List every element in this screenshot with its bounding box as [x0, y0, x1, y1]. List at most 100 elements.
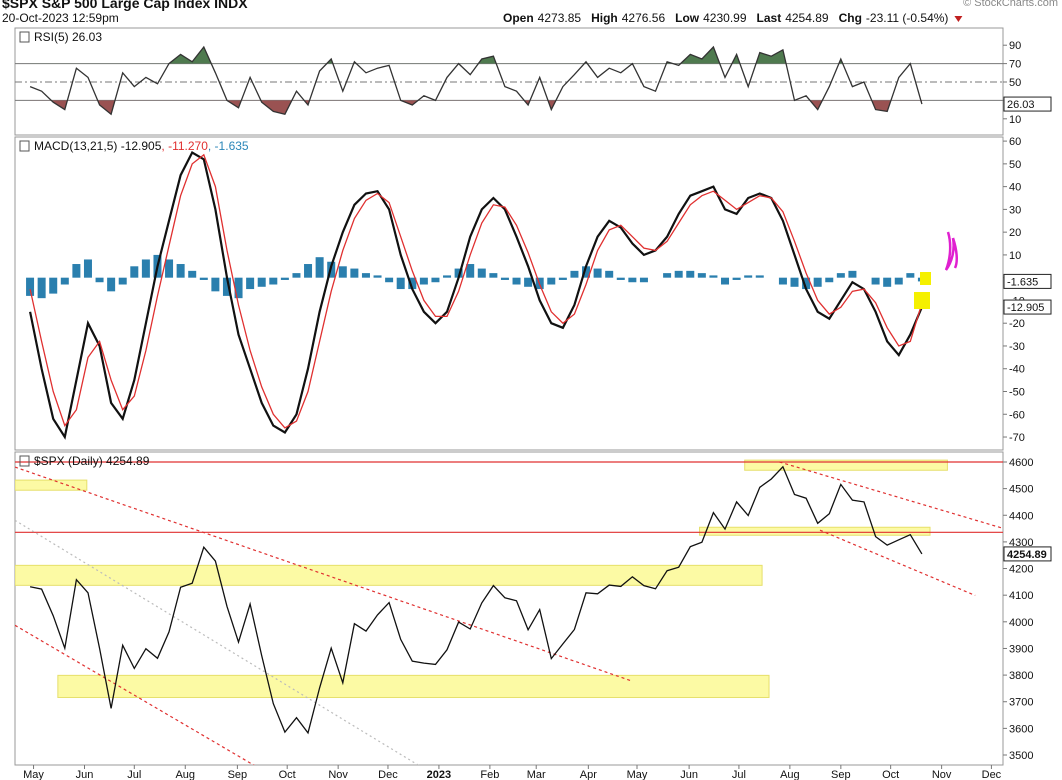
panels: 10 30 50 70 90 RSI(5) 26.03 26.03 -70 -60 -50 -40 -…: [14, 27, 1052, 780]
y-tick-label: 50: [1009, 159, 1021, 171]
histogram-bar: [269, 277, 278, 285]
quote-label: High: [591, 11, 618, 25]
legend-icon: [19, 140, 30, 152]
x-tick-label: Oct: [279, 769, 296, 780]
y-tick-label: 3700: [1009, 697, 1033, 709]
x-tick-label: Mar: [527, 769, 546, 780]
histogram-bar: [883, 277, 892, 287]
plot-area: [15, 459, 1003, 765]
x-tick-label: May: [627, 769, 648, 780]
zone: [15, 479, 88, 491]
histogram-bar: [257, 277, 266, 287]
histogram-bar: [199, 277, 208, 280]
y-tick-label: 4500: [1009, 484, 1033, 496]
y-tick-label: 3900: [1009, 643, 1033, 655]
legend-icon: [19, 31, 30, 43]
panel-frame: [14, 27, 1004, 136]
legend-part: , -11.270: [161, 139, 208, 153]
quote-value: 4276.56: [622, 11, 666, 25]
histogram-bar: [280, 277, 289, 280]
down-arrow: [954, 16, 963, 22]
histogram-bar: [605, 270, 614, 278]
x-tick-label: Sep: [228, 769, 248, 780]
histogram-bar: [697, 273, 706, 278]
histogram-bar: [790, 277, 799, 287]
value-box: [1003, 273, 1052, 289]
plot-area: [26, 150, 926, 440]
y-tick-label: 30: [1009, 204, 1021, 216]
histogram-bar: [663, 273, 672, 278]
y-tick-label: 4300: [1009, 537, 1033, 549]
histogram-bar: [894, 277, 903, 285]
histogram-bar: [732, 277, 741, 280]
y-tick-label: 10: [1009, 114, 1021, 126]
value-box: [1003, 546, 1052, 562]
histogram-bar: [130, 266, 139, 278]
panel-frame: [14, 451, 1004, 766]
trend-line: [819, 529, 976, 597]
histogram-bar: [547, 277, 556, 285]
y-tick-label: 4400: [1009, 510, 1033, 522]
y-tick-label: 90: [1009, 40, 1021, 52]
highlight-box: [920, 272, 931, 285]
histogram-bar: [825, 277, 834, 283]
x-tick-label: Apr: [580, 769, 597, 780]
y-tick-label: 4100: [1009, 590, 1033, 602]
y-tick-label: -50: [1009, 386, 1025, 398]
legend-part: $SPX (Daily) 4254.89: [34, 454, 150, 468]
histogram-bar: [848, 270, 857, 278]
y-tick-label: 20: [1009, 227, 1021, 239]
value-box: [1003, 96, 1052, 112]
y-tick-label: -60: [1009, 409, 1025, 421]
histogram-bar: [755, 275, 764, 278]
histogram-bar: [500, 277, 509, 280]
panel: 3500 3600 3700 3800 3900 4000 4100 4200 4300 4400…: [14, 451, 1052, 780]
value-box-label: -12.905: [1007, 302, 1044, 314]
y-tick-label: 3600: [1009, 723, 1033, 735]
quote-value: -23.11 (-0.54%): [866, 11, 948, 25]
histogram-bar: [373, 275, 382, 278]
series-line: [29, 45, 923, 116]
panel: -70-60-50-40-30-20-100102030405060MACD(1…: [14, 136, 1052, 451]
x-tick-label: Feb: [480, 769, 499, 780]
series-line: [29, 150, 923, 440]
value-box-label: 4254.89: [1007, 549, 1047, 561]
x-tick-label: Aug: [175, 769, 195, 780]
y-tick-label: 50: [1009, 77, 1021, 89]
y-tick-label: 70: [1009, 59, 1021, 71]
y-tick-label: 3500: [1009, 750, 1033, 762]
histogram-bar: [246, 277, 255, 290]
histogram-bar: [222, 277, 231, 296]
histogram-bar: [60, 277, 69, 285]
histogram-bar: [26, 277, 35, 296]
histogram-bar: [477, 268, 486, 278]
x-tick-label: Jun: [76, 769, 94, 780]
histogram-bar: [141, 259, 150, 278]
y-tick-label: 3800: [1009, 670, 1033, 682]
y-tick-label: -40: [1009, 364, 1025, 376]
histogram-bar: [408, 277, 417, 290]
y-tick-label: 10: [1009, 250, 1021, 262]
histogram-bar: [431, 277, 440, 283]
histogram-bar: [721, 277, 730, 285]
histogram-bar: [871, 277, 880, 285]
x-tick-label: Jun: [680, 769, 698, 780]
histogram-bar: [616, 277, 625, 280]
histogram-bar: [83, 259, 92, 278]
histogram-bar: [396, 277, 405, 290]
legend-part: RSI(5) 26.03: [34, 30, 102, 44]
histogram-bar: [211, 277, 220, 292]
panel-legend: RSI(5) 26.03: [34, 30, 102, 44]
x-tick-label: May: [23, 769, 44, 780]
histogram-bar: [674, 270, 683, 278]
histogram-bar: [188, 270, 197, 278]
y-tick-label: 4200: [1009, 564, 1033, 576]
histogram-bar: [338, 266, 347, 278]
histogram-bar: [304, 264, 313, 278]
annotation-scribble: [944, 231, 958, 271]
x-tick-label: 2023: [427, 769, 451, 780]
histogram-bar: [107, 277, 116, 292]
histogram-bar: [118, 277, 127, 285]
